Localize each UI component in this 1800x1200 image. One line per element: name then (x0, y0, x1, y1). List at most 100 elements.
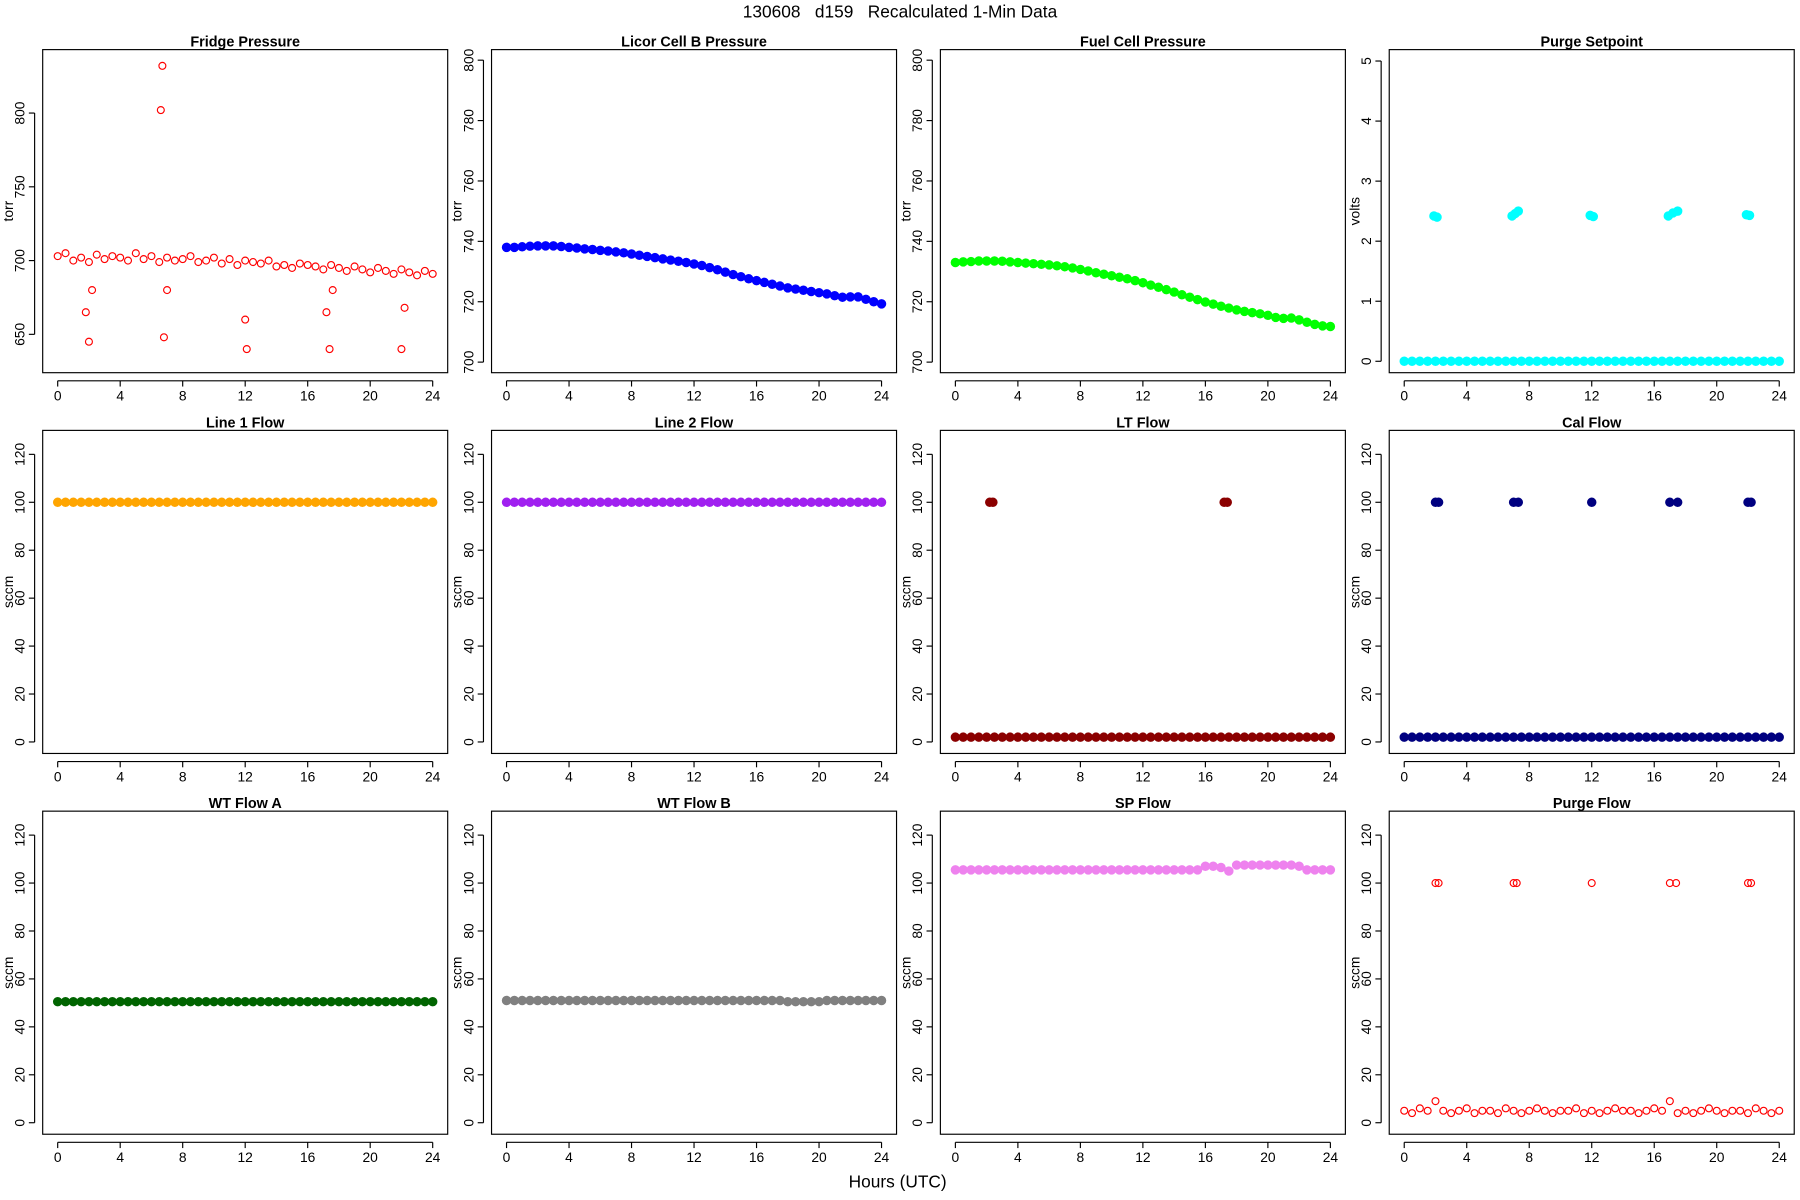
data-point (966, 865, 976, 875)
data-point (1216, 301, 1226, 311)
data-point (1747, 879, 1756, 888)
data-point (1216, 862, 1226, 873)
data-point (1524, 356, 1534, 367)
data-point (186, 252, 195, 261)
x-tick-label: 24 (1323, 1149, 1339, 1165)
x-tick-label: 24 (425, 388, 441, 404)
data-point (1493, 1109, 1503, 1118)
data-point (981, 865, 992, 875)
data-point (194, 258, 203, 267)
data-point (420, 497, 430, 508)
data-point (76, 497, 86, 508)
data-point (1775, 1106, 1784, 1115)
data-point (1454, 1106, 1463, 1115)
y-tick-label: 700 (909, 350, 925, 373)
data-point (564, 995, 574, 1006)
data-point (1555, 732, 1566, 742)
data-point (342, 996, 352, 1007)
data-point (1642, 1106, 1651, 1115)
data-point (611, 497, 621, 508)
data-point (743, 995, 754, 1006)
y-axis-label: sccm (0, 576, 16, 608)
data-point (1649, 356, 1659, 367)
figure-title: 130608 d159 Recalculated 1-Min Data (743, 1, 1058, 21)
data-point (861, 497, 871, 508)
data-point (767, 995, 777, 1006)
x-tick-label: 8 (1525, 768, 1533, 784)
y-tick-label: 0 (1358, 738, 1374, 746)
data-point (400, 303, 409, 312)
data-point (413, 271, 422, 280)
y-tick-label: 0 (909, 738, 925, 746)
data-point (1415, 356, 1425, 367)
data-point (1571, 732, 1581, 742)
data-point (115, 996, 125, 1007)
x-tick-label: 8 (179, 1149, 187, 1165)
y-tick-label: 100 (11, 490, 27, 513)
data-point (1208, 732, 1218, 742)
y-tick-label: 80 (460, 923, 476, 939)
y-tick-label: 20 (11, 1067, 27, 1083)
x-tick-label: 16 (1198, 768, 1214, 784)
data-point (1513, 497, 1524, 508)
data-point (822, 289, 832, 299)
data-point (1408, 1109, 1417, 1118)
data-point (1680, 732, 1691, 742)
data-point (974, 865, 984, 875)
data-point (1036, 865, 1047, 875)
data-point (241, 315, 250, 324)
data-point (720, 267, 731, 277)
x-tick-label: 20 (1709, 768, 1725, 784)
data-point (1317, 321, 1328, 331)
data-point (1415, 732, 1425, 742)
y-tick-label: 0 (1358, 357, 1374, 365)
x-tick-label: 4 (565, 768, 573, 784)
data-point (388, 996, 399, 1007)
data-point (178, 255, 187, 264)
y-tick-label: 20 (1358, 686, 1374, 702)
x-tick-label: 16 (749, 768, 765, 784)
data-point (1052, 732, 1062, 742)
data-point (155, 258, 164, 267)
data-point (650, 252, 660, 263)
panel-title: Line 1 Flow (206, 415, 285, 431)
data-point (1286, 313, 1297, 323)
data-point (404, 996, 414, 1007)
x-tick-label: 12 (1135, 388, 1150, 404)
data-point (1422, 732, 1433, 742)
data-point (704, 262, 715, 273)
panel-title: WT Flow A (209, 796, 283, 812)
data-point (853, 497, 863, 508)
data-point (334, 263, 343, 272)
data-point (373, 996, 383, 1007)
data-point (1083, 865, 1093, 875)
data-point (517, 995, 527, 1006)
data-point (60, 497, 71, 508)
data-point (822, 995, 832, 1006)
data-point (1294, 861, 1304, 872)
data-point (1439, 1106, 1448, 1115)
data-point (1423, 1106, 1432, 1115)
data-point (1114, 865, 1125, 875)
x-tick-label: 0 (54, 1149, 62, 1165)
data-point (1222, 497, 1232, 508)
data-point (1270, 860, 1281, 870)
data-point (517, 497, 527, 508)
plot-frame (1388, 429, 1795, 755)
data-point (1431, 879, 1440, 888)
data-point (350, 262, 359, 271)
data-point (876, 995, 887, 1006)
data-point (556, 995, 566, 1006)
data-point (1130, 732, 1140, 742)
data-point (263, 996, 274, 1007)
x-tick-label: 8 (1525, 388, 1533, 404)
data-point (712, 995, 723, 1006)
data-point (950, 865, 961, 875)
panel-title: Purge Flow (1553, 796, 1631, 812)
y-tick-label: 700 (11, 249, 27, 272)
x-tick-label: 24 (1323, 388, 1339, 404)
data-point (704, 497, 715, 508)
data-point (783, 996, 793, 1007)
data-point (618, 497, 629, 508)
